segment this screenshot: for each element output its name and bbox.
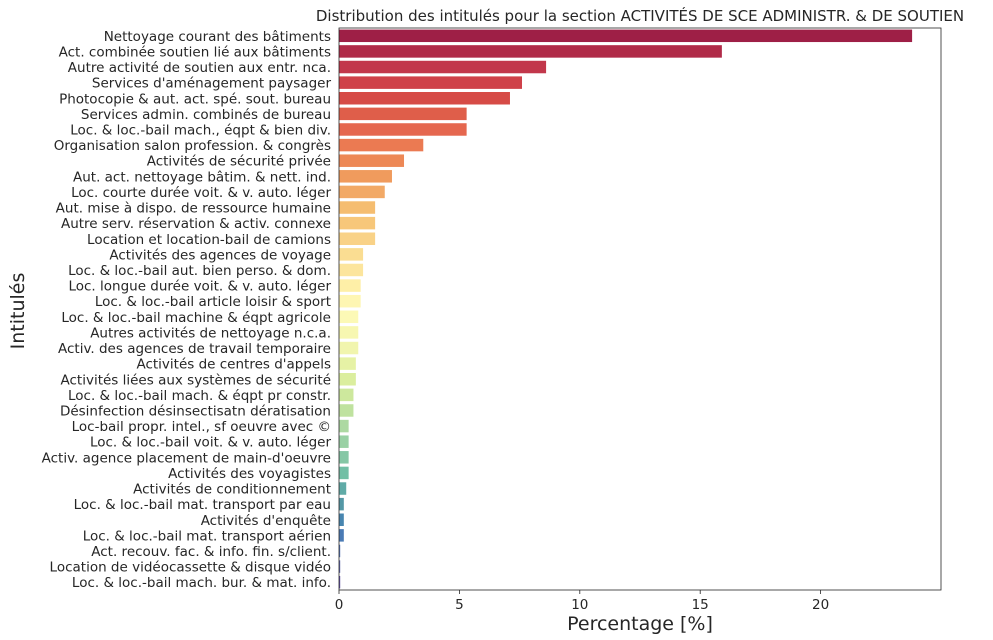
category-label: Organisation salon profession. & congrès <box>54 138 331 154</box>
bar <box>339 529 344 542</box>
bar <box>339 29 913 43</box>
x-tick-label: 15 <box>692 597 709 613</box>
bar <box>339 45 722 58</box>
category-label: Activ. des agences de travail temporaire <box>58 341 331 357</box>
bar <box>339 419 349 433</box>
category-label: Loc. & loc.-bail aut. bien perso. & dom. <box>68 263 331 279</box>
bar <box>339 544 341 558</box>
bar <box>339 248 364 261</box>
chart-title: Distribution des intitulés pour la secti… <box>316 6 964 25</box>
category-label: Aut. mise à dispo. de ressource humaine <box>56 201 331 217</box>
category-label: Aut. act. nettoyage bâtim. & nett. ind. <box>73 169 331 185</box>
bar <box>339 170 392 183</box>
bar <box>339 310 359 324</box>
x-tick-label: 10 <box>571 597 588 613</box>
category-label: Activités des agences de voyage <box>109 247 331 263</box>
category-label: Photocopie & aut. act. spé. sout. bureau <box>59 91 331 107</box>
bar <box>339 373 356 386</box>
y-axis-title: Intitulés <box>7 273 29 350</box>
category-label: Activ. agence placement de main-d'oeuvre <box>42 450 331 466</box>
bar <box>339 107 467 121</box>
category-label: Autre serv. réservation & activ. connexe <box>61 216 331 232</box>
bar <box>339 216 376 230</box>
category-label: Loc. longue durée voit. & v. auto. léger <box>68 279 331 295</box>
bar <box>339 404 354 417</box>
category-label: Loc. & loc.-bail mach., éqpt & bien div. <box>70 122 331 138</box>
bar <box>339 326 359 339</box>
category-label: Act. recouv. fac. & info. fin. s/client. <box>91 544 331 560</box>
category-label: Autre activité de soutien aux entr. nca. <box>68 60 331 76</box>
bar <box>339 201 376 214</box>
category-label: Location de vidéocassette & disque vidéo <box>50 560 331 576</box>
bar <box>339 451 349 464</box>
bar <box>339 294 361 308</box>
bar <box>339 341 359 355</box>
bar <box>339 76 523 89</box>
x-tick-label: 5 <box>455 597 464 613</box>
bar <box>339 138 424 152</box>
bar <box>339 123 467 136</box>
bar <box>339 482 347 495</box>
plot-frame <box>338 27 942 591</box>
bar <box>339 357 356 370</box>
bar <box>339 466 349 480</box>
bar <box>339 154 405 167</box>
category-label: Activités d'enquête <box>201 513 331 529</box>
bar <box>339 560 341 573</box>
category-label: Activités de sécurité privée <box>147 154 331 170</box>
bars-group <box>339 29 913 589</box>
bar <box>339 279 361 292</box>
category-label: Activités de centres d'appels <box>136 357 331 373</box>
category-label: Act. combinée soutien lié aux bâtiments <box>59 44 331 60</box>
bar <box>339 388 354 402</box>
category-label: Loc. & loc.-bail mach. bur. & mat. info. <box>72 575 331 591</box>
category-label: Loc-bail propr. intel., sf oeuvre avec © <box>72 419 331 435</box>
bar <box>339 435 349 448</box>
bar <box>339 60 547 74</box>
bar <box>339 232 376 245</box>
category-label: Services admin. combinés de bureau <box>81 107 331 123</box>
category-label: Nettoyage courant des bâtiments <box>104 29 331 45</box>
category-label: Location et location-bail de camions <box>87 232 331 248</box>
category-label: Activités liées aux systèmes de sécurité <box>61 372 332 388</box>
category-label: Autres activités de nettoyage n.c.a. <box>90 325 331 341</box>
x-axis-title: Percentage [%] <box>567 613 713 635</box>
category-label: Désinfection désinsectisatn dératisation <box>60 403 331 419</box>
category-label: Loc. & loc.-bail voit. & v. auto. léger <box>90 435 331 451</box>
category-label: Loc. courte durée voit. & v. auto. léger <box>71 185 331 201</box>
x-tick-label: 0 <box>335 597 344 613</box>
category-label: Loc. & loc.-bail mach. & éqpt pr constr. <box>68 388 331 404</box>
category-label: Activités des voyagistes <box>168 466 331 482</box>
bar <box>339 92 510 105</box>
bar <box>339 513 344 526</box>
bar <box>339 263 364 277</box>
category-label: Loc. & loc.-bail mat. transport par eau <box>74 497 331 513</box>
category-label: Activités de conditionnement <box>133 482 331 498</box>
x-tick-label: 20 <box>812 597 829 613</box>
category-label: Loc. & loc.-bail article loisir & sport <box>95 294 331 310</box>
category-label: Loc. & loc.-bail mat. transport aérien <box>83 528 331 544</box>
category-label: Loc. & loc.-bail machine & éqpt agricole <box>61 310 331 326</box>
bar <box>339 497 344 511</box>
bar <box>339 185 385 199</box>
category-label: Services d'aménagement paysager <box>92 76 332 92</box>
x-axis-ticks: 0 5 10 15 20 <box>335 590 829 613</box>
bar <box>339 575 341 589</box>
